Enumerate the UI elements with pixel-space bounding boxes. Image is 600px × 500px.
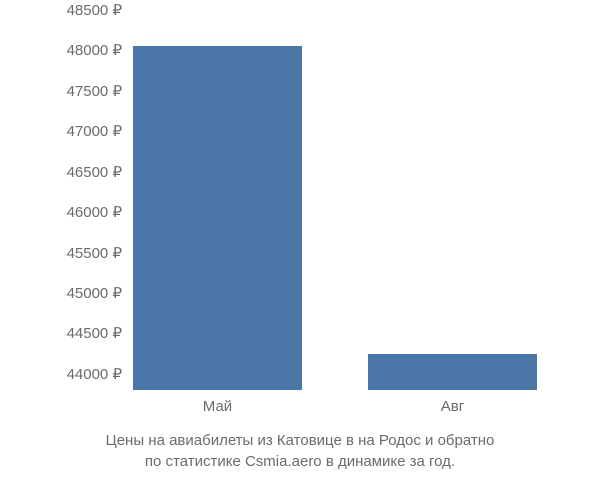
bar [133,46,302,390]
y-tick-label: 46000 ₽ [67,203,122,221]
bar [368,354,537,390]
y-tick-label: 47500 ₽ [67,82,122,100]
y-tick-label: 47000 ₽ [67,122,122,140]
y-tick-label: 44500 ₽ [67,324,122,342]
caption-line-2: по статистике Csmia.aero в динамике за г… [145,453,455,470]
y-tick-label: 46500 ₽ [67,163,122,181]
x-tick-label: Авг [441,398,464,415]
caption-line-1: Цены на авиабилеты из Катовице в на Родо… [106,432,495,449]
y-tick-label: 48500 ₽ [67,1,122,19]
x-tick-label: Май [203,398,232,415]
y-tick-label: 44000 ₽ [67,365,122,383]
y-tick-label: 48000 ₽ [67,41,122,59]
y-tick-label: 45500 ₽ [67,244,122,262]
y-tick-label: 45000 ₽ [67,284,122,302]
plot-area [100,10,570,390]
chart-caption: Цены на авиабилеты из Катовице в на Родо… [0,430,600,472]
price-chart: Цены на авиабилеты из Катовице в на Родо… [0,0,600,500]
